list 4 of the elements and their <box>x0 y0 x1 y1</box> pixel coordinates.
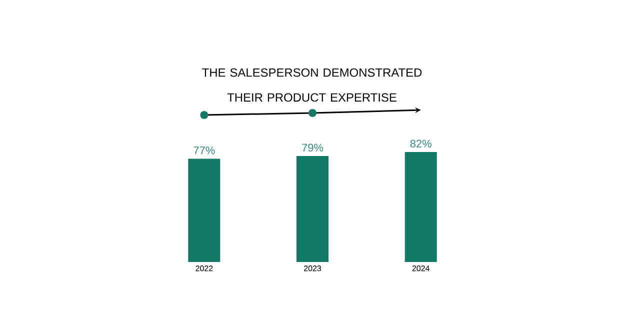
data-label: 82% <box>410 140 432 148</box>
chart-title: THE SALESPERSON DEMONSTRATED THEIR PRODUCT EXPERTISE <box>202 68 422 102</box>
data-label: 77% <box>194 146 215 154</box>
data-label: 79% <box>302 144 324 152</box>
